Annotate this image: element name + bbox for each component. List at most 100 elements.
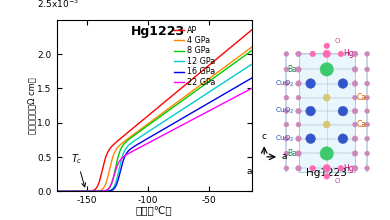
- Text: O: O: [335, 38, 340, 44]
- Text: a: a: [281, 152, 287, 161]
- 22 GPa: [105, 189, 109, 191]
- Text: $T_c$: $T_c$: [71, 153, 85, 187]
- AP: [184, 82, 189, 85]
- Text: a: a: [246, 167, 252, 176]
- 8 GPa: [169, 107, 174, 110]
- Circle shape: [296, 165, 301, 171]
- Circle shape: [296, 151, 301, 156]
- Text: Hg: Hg: [343, 50, 353, 59]
- 12 GPa: [201, 94, 206, 97]
- Circle shape: [306, 79, 316, 88]
- Line: 22 GPa: 22 GPa: [57, 88, 252, 191]
- Circle shape: [284, 122, 289, 127]
- Line: 12 GPa: 12 GPa: [57, 64, 252, 191]
- AP: [89, 190, 93, 192]
- Circle shape: [352, 51, 358, 57]
- Text: O: O: [335, 178, 340, 184]
- AP: [54, 190, 59, 193]
- Circle shape: [310, 165, 316, 171]
- Circle shape: [296, 122, 301, 127]
- 22 GPa: [142, 143, 147, 146]
- Circle shape: [353, 95, 358, 100]
- Circle shape: [284, 51, 289, 56]
- Circle shape: [310, 51, 316, 57]
- Line: 8 GPa: 8 GPa: [57, 51, 252, 191]
- 8 GPa: [89, 190, 93, 193]
- AP: [142, 117, 147, 120]
- Circle shape: [296, 51, 301, 57]
- X-axis label: 温度（℃）: 温度（℃）: [136, 207, 172, 217]
- Circle shape: [352, 136, 358, 141]
- 8 GPa: [201, 84, 206, 87]
- 16 GPa: [142, 139, 147, 141]
- Text: Hg1223: Hg1223: [306, 168, 347, 178]
- Y-axis label: 電気抗抗率（Ω cm）: 電気抗抗率（Ω cm）: [27, 77, 36, 134]
- Text: Ca: Ca: [356, 120, 366, 129]
- 4 GPa: [105, 180, 109, 182]
- Circle shape: [323, 50, 331, 58]
- 22 GPa: [54, 190, 59, 193]
- 4 GPa: [169, 105, 174, 108]
- Circle shape: [320, 63, 333, 76]
- 4 GPa: [249, 46, 254, 49]
- 4 GPa: [89, 190, 93, 193]
- Circle shape: [296, 108, 301, 114]
- Circle shape: [284, 95, 289, 100]
- Circle shape: [284, 81, 289, 86]
- Circle shape: [323, 165, 331, 172]
- Line: 4 GPa: 4 GPa: [57, 47, 252, 191]
- 22 GPa: [89, 190, 93, 193]
- 8 GPa: [142, 126, 147, 129]
- Circle shape: [365, 51, 370, 56]
- AP: [105, 153, 109, 156]
- AP: [249, 29, 254, 31]
- Circle shape: [324, 174, 330, 179]
- Circle shape: [352, 165, 358, 171]
- Circle shape: [284, 67, 289, 72]
- Circle shape: [323, 94, 330, 101]
- Circle shape: [352, 108, 358, 114]
- Circle shape: [352, 151, 358, 156]
- Circle shape: [338, 106, 348, 116]
- Circle shape: [284, 136, 289, 141]
- 4 GPa: [184, 94, 189, 96]
- Circle shape: [284, 166, 289, 171]
- 12 GPa: [142, 133, 147, 135]
- 12 GPa: [89, 190, 93, 193]
- Circle shape: [296, 95, 301, 100]
- 8 GPa: [249, 49, 254, 52]
- Text: CuO$_2$: CuO$_2$: [275, 134, 294, 144]
- 16 GPa: [105, 190, 109, 192]
- 8 GPa: [105, 189, 109, 192]
- 4 GPa: [201, 82, 206, 84]
- 22 GPa: [169, 129, 174, 132]
- Circle shape: [320, 147, 333, 160]
- 16 GPa: [89, 190, 93, 193]
- 8 GPa: [54, 190, 59, 193]
- Legend: AP, 4 GPa, 8 GPa, 12 GPa, 16 GPa, 22 GPa: AP, 4 GPa, 8 GPa, 12 GPa, 16 GPa, 22 GPa: [174, 26, 216, 87]
- Circle shape: [324, 43, 330, 49]
- Circle shape: [306, 134, 316, 143]
- 12 GPa: [169, 115, 174, 118]
- 4 GPa: [54, 190, 59, 193]
- Circle shape: [338, 79, 348, 88]
- Circle shape: [352, 81, 358, 86]
- Circle shape: [365, 81, 370, 86]
- Circle shape: [284, 151, 289, 156]
- 12 GPa: [184, 105, 189, 108]
- Bar: [298, 53, 355, 172]
- Circle shape: [296, 67, 301, 72]
- Circle shape: [296, 136, 301, 141]
- Circle shape: [296, 81, 301, 86]
- 22 GPa: [249, 87, 254, 90]
- Circle shape: [306, 106, 316, 116]
- Circle shape: [365, 67, 370, 72]
- Text: Ca: Ca: [356, 93, 366, 102]
- Circle shape: [365, 136, 370, 141]
- 22 GPa: [184, 121, 189, 124]
- 12 GPa: [54, 190, 59, 193]
- 12 GPa: [249, 63, 254, 66]
- Circle shape: [353, 122, 358, 127]
- Line: 16 GPa: 16 GPa: [57, 78, 252, 191]
- Circle shape: [338, 165, 344, 171]
